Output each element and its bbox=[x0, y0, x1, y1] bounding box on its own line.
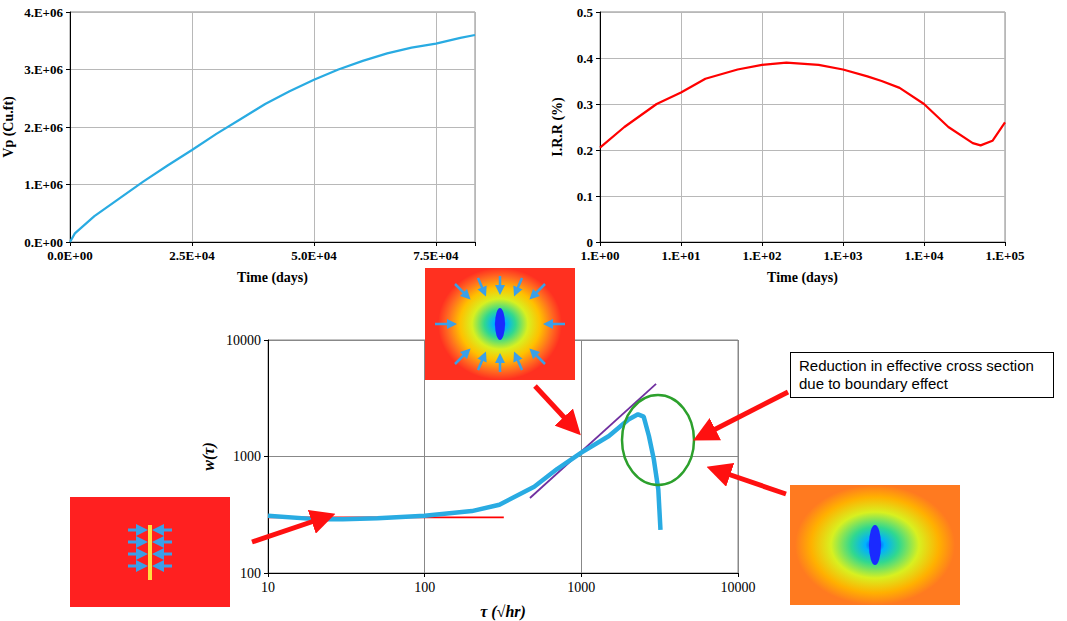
svg-text:1.E+05: 1.E+05 bbox=[986, 248, 1025, 263]
svg-text:1.E+01: 1.E+01 bbox=[662, 248, 701, 263]
svg-text:2.E+06: 2.E+06 bbox=[24, 120, 63, 135]
svg-text:1000: 1000 bbox=[233, 449, 261, 464]
svg-text:1.E+00: 1.E+00 bbox=[581, 248, 620, 263]
svg-text:w(τ): w(τ) bbox=[200, 442, 218, 470]
svg-text:5.0E+04: 5.0E+04 bbox=[291, 248, 337, 263]
svg-text:0.3: 0.3 bbox=[577, 97, 594, 112]
svg-text:1.E+06: 1.E+06 bbox=[24, 177, 63, 192]
svg-text:4.E+06: 4.E+06 bbox=[24, 5, 63, 20]
svg-text:3.E+06: 3.E+06 bbox=[24, 62, 63, 77]
svg-text:1.E+03: 1.E+03 bbox=[824, 248, 863, 263]
svg-text:7.5E+04: 7.5E+04 bbox=[413, 248, 459, 263]
svg-text:τ (√hr): τ (√hr) bbox=[480, 603, 526, 621]
svg-text:Time (days): Time (days) bbox=[767, 270, 838, 286]
svg-text:0.2: 0.2 bbox=[577, 143, 593, 158]
html-text:Reduction in effective cross s: Reduction in effective cross section due… bbox=[799, 357, 1034, 392]
svg-text:10000: 10000 bbox=[721, 580, 756, 595]
svg-text:1.E+04: 1.E+04 bbox=[905, 248, 944, 263]
svg-text:0.5: 0.5 bbox=[577, 5, 594, 20]
svg-text:0.0E+00: 0.0E+00 bbox=[47, 248, 92, 263]
svg-text:1000: 1000 bbox=[567, 580, 595, 595]
svg-text:0.4: 0.4 bbox=[577, 51, 594, 66]
svg-text:100: 100 bbox=[414, 580, 435, 595]
svg-text:0.1: 0.1 bbox=[577, 189, 593, 204]
svg-text:2.5E+04: 2.5E+04 bbox=[169, 248, 215, 263]
svg-text:1.E+02: 1.E+02 bbox=[743, 248, 782, 263]
svg-text:0.E+00: 0.E+00 bbox=[24, 234, 63, 250]
svg-text:10: 10 bbox=[261, 580, 275, 595]
svg-text:Vp (Cu.ft): Vp (Cu.ft) bbox=[1, 96, 17, 158]
svg-text:Time (days): Time (days) bbox=[237, 270, 308, 286]
svg-text:0: 0 bbox=[586, 234, 593, 250]
svg-text:10000: 10000 bbox=[226, 333, 261, 348]
svg-text:I.R.R (%): I.R.R (%) bbox=[550, 97, 566, 157]
svg-text:100: 100 bbox=[240, 566, 261, 581]
